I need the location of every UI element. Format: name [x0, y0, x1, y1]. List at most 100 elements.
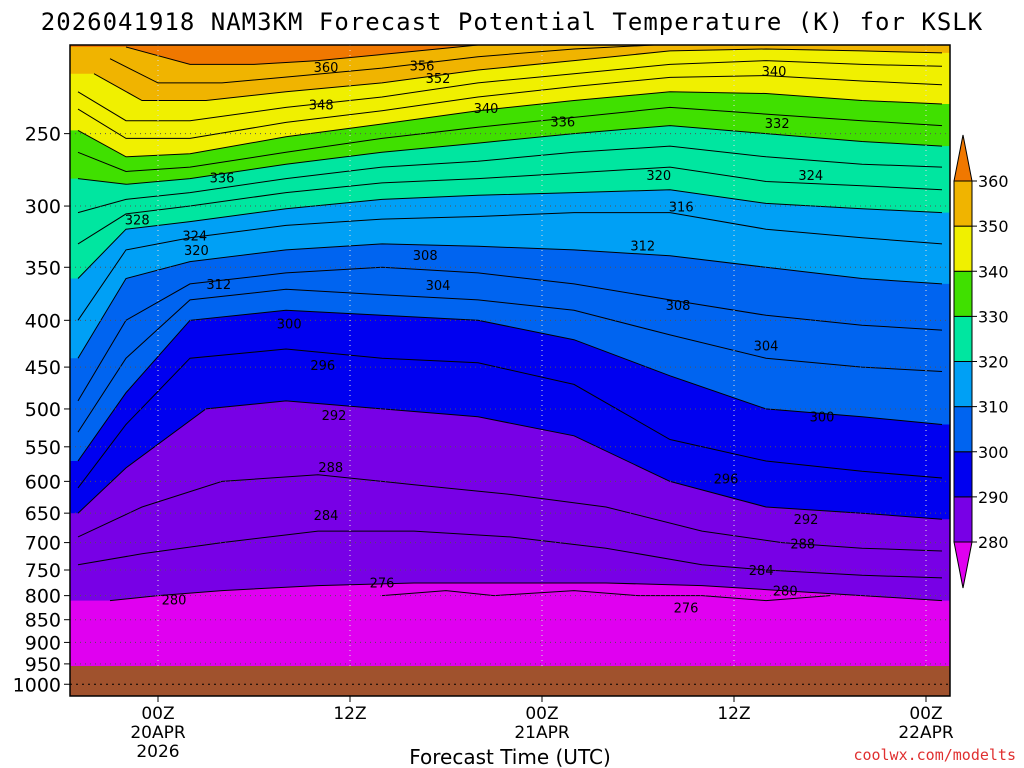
contour-label-296: 296	[310, 359, 335, 374]
isentrope-324	[77, 166, 943, 245]
chart-title: 2026041918 NAM3KM Forecast Potential Tem…	[41, 8, 983, 36]
colorbar-cap-top	[953, 134, 973, 182]
colorbar-label-300: 300	[978, 443, 1009, 462]
contour-label-308: 308	[666, 299, 691, 314]
y-tick-label-950: 950	[25, 654, 61, 676]
isentrope-contours	[77, 45, 943, 602]
isentrope-296	[77, 348, 943, 489]
y-tick-label-500: 500	[25, 399, 61, 421]
y-tick-label-450: 450	[25, 357, 61, 379]
isentrope-284	[77, 530, 943, 579]
watermark: coolwx.com/modelts	[853, 746, 1016, 764]
contour-label-308: 308	[413, 249, 438, 264]
y-tick-label-250: 250	[25, 124, 61, 146]
pressure-axis: 2503003504004505005506006507007508008509…	[13, 124, 70, 696]
contour-label-284: 284	[314, 509, 339, 524]
fill-band-360	[70, 45, 950, 65]
isentrope-280	[109, 582, 943, 602]
isentrope-288	[77, 474, 943, 552]
y-tick-label-900: 900	[25, 632, 61, 654]
isentrope-332	[77, 125, 943, 185]
isentrope-360	[125, 45, 479, 65]
colorbar-band-290	[953, 451, 973, 498]
isentrope-316	[77, 212, 943, 321]
contour-label-336: 336	[550, 115, 575, 130]
x-tick-sublabel-6: 20APR	[130, 723, 186, 743]
contour-label-320: 320	[184, 244, 209, 259]
colorbar: 280 290 300 310 320 330 340 350 360	[953, 134, 1009, 589]
y-tick-label-400: 400	[25, 310, 61, 332]
x-tick-label-6: 00Z	[141, 704, 174, 724]
colorbar-band-340	[953, 225, 973, 272]
colorbar-label-290: 290	[978, 488, 1009, 507]
x-tick-sublabel2-6: 2026	[136, 742, 179, 762]
contour-label-300: 300	[277, 317, 302, 332]
contour-label-312: 312	[630, 239, 655, 254]
contour-label-340: 340	[474, 102, 499, 117]
colorbar-band-330	[953, 270, 973, 317]
colorbar-label-330: 330	[978, 307, 1009, 326]
contour-label-288: 288	[790, 537, 815, 552]
contour-label-300: 300	[810, 411, 835, 426]
contour-label-304: 304	[754, 339, 779, 354]
isentrope-320	[77, 189, 943, 279]
colorbar-label-280: 280	[978, 533, 1009, 552]
isentrope-352	[93, 48, 943, 101]
y-tick-label-750: 750	[25, 560, 61, 582]
y-tick-label-300: 300	[25, 196, 61, 218]
plot-frame	[69, 44, 951, 697]
contour-label-292: 292	[322, 409, 347, 424]
contour-label-320: 320	[646, 169, 671, 184]
colorbar-band-350	[953, 180, 973, 227]
y-tick-label-350: 350	[25, 257, 61, 279]
contour-label-360: 360	[314, 61, 339, 76]
contour-label-284: 284	[749, 564, 774, 579]
colorbar-label-320: 320	[978, 353, 1009, 372]
colorbar-label-360: 360	[978, 172, 1009, 191]
isentrope-356	[109, 45, 655, 84]
colorbar-band-280	[953, 496, 973, 543]
contour-label-336: 336	[210, 172, 235, 187]
contour-label-288: 288	[318, 461, 343, 476]
contour-label-356: 356	[410, 59, 435, 74]
isentrope-308	[77, 266, 943, 402]
contour-label-316: 316	[669, 200, 694, 215]
ground-below-surface	[70, 665, 950, 696]
isentrope-312	[77, 243, 943, 359]
colorbar-cap-bottom	[953, 541, 973, 589]
contour-label-280: 280	[162, 594, 187, 609]
y-tick-label-600: 600	[25, 471, 61, 493]
y-tick-label-850: 850	[25, 610, 61, 632]
contour-label-332: 332	[765, 117, 790, 132]
colorbar-band-320	[953, 315, 973, 362]
contour-label-280: 280	[773, 585, 798, 600]
contour-label-340: 340	[762, 65, 787, 80]
x-tick-label-18: 12Z	[333, 704, 366, 724]
isentrope-336	[77, 106, 943, 173]
isentrope-304	[77, 288, 943, 433]
colorbar-band-300	[953, 406, 973, 453]
contour-label-328: 328	[125, 213, 150, 228]
y-tick-label-1000: 1000	[13, 674, 61, 696]
contour-label-324: 324	[798, 169, 823, 184]
x-tick-sublabel-54: 22APR	[898, 723, 954, 743]
x-tick-sublabel-30: 21APR	[514, 723, 570, 743]
y-tick-label-650: 650	[25, 503, 61, 525]
isentrope-344	[77, 75, 943, 139]
isentrope-300	[77, 309, 943, 462]
y-tick-label-550: 550	[25, 437, 61, 459]
x-tick-label-42: 12Z	[717, 704, 750, 724]
contour-label-312: 312	[206, 278, 231, 293]
y-tick-label-700: 700	[25, 533, 61, 555]
x-axis-label: Forecast Time (UTC)	[409, 745, 611, 768]
contour-label-352: 352	[426, 72, 451, 87]
isentrope-328	[77, 145, 943, 214]
isentrope-340	[77, 91, 943, 158]
isentrope-276	[381, 590, 831, 602]
contour-label-304: 304	[426, 279, 451, 294]
contour-label-296: 296	[714, 472, 739, 487]
colorbar-band-310	[953, 361, 973, 408]
